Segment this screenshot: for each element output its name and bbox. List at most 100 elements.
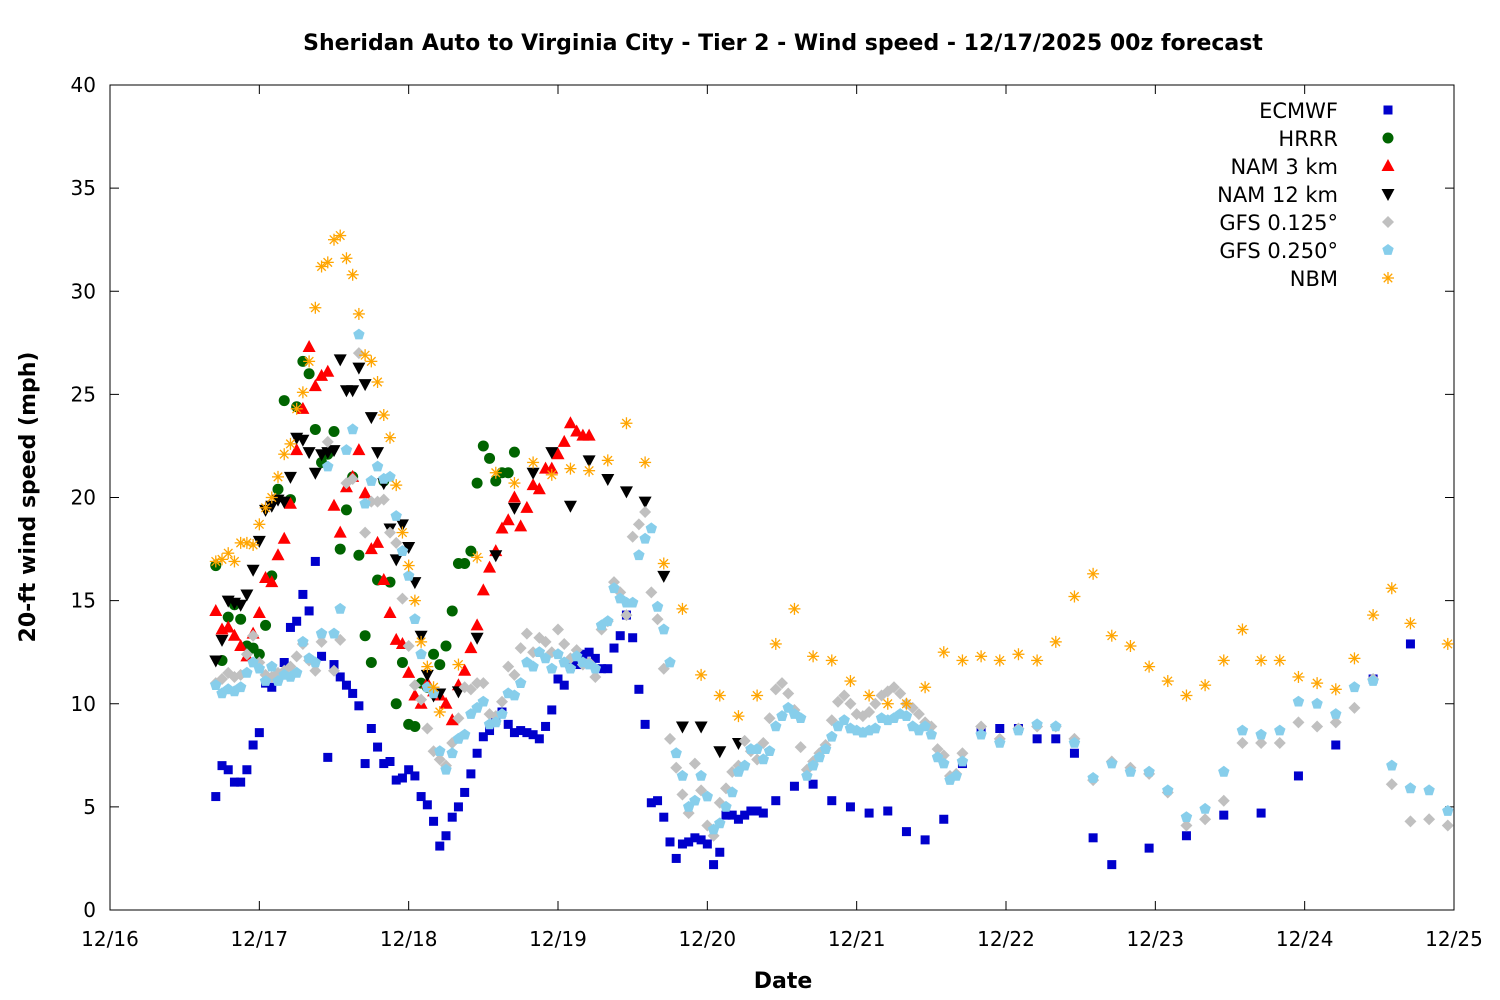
- data-point: [626, 530, 639, 543]
- data-point: [807, 759, 819, 771]
- data-point: [545, 447, 559, 460]
- data-point: [222, 611, 234, 623]
- data-point: [496, 708, 508, 719]
- legend-marker: [1382, 244, 1394, 255]
- asterisk-stroke: [1387, 583, 1397, 593]
- data-point: [415, 648, 427, 660]
- data-point: [477, 440, 489, 452]
- asterisk-stroke: [260, 503, 271, 513]
- data-point: [726, 786, 738, 798]
- asterisk-stroke: [677, 604, 688, 614]
- data-point: [328, 664, 340, 677]
- data-point: [329, 660, 339, 670]
- data-point: [740, 810, 750, 820]
- data-point: [713, 746, 727, 759]
- data-point: [620, 609, 633, 622]
- data-point: [819, 743, 832, 754]
- data-point: [539, 635, 552, 648]
- legend-marker: [1382, 216, 1394, 228]
- data-point: [938, 757, 950, 769]
- data-point: [464, 641, 478, 654]
- asterisk-stroke: [1107, 630, 1117, 641]
- data-point: [664, 732, 676, 745]
- data-point: [396, 526, 409, 539]
- data-point: [677, 839, 687, 849]
- asterisk-stroke: [1069, 591, 1080, 602]
- data-point: [309, 423, 321, 435]
- x-tick-label: 12/19: [529, 927, 587, 951]
- asterisk-stroke: [341, 253, 352, 263]
- legend-marker: [1382, 272, 1394, 284]
- data-point: [346, 472, 359, 485]
- data-point: [271, 548, 285, 561]
- data-point: [547, 705, 557, 715]
- data-point: [1311, 720, 1324, 733]
- data-point: [435, 841, 445, 851]
- data-point: [259, 501, 272, 514]
- data-point: [832, 695, 844, 708]
- data-point: [240, 648, 253, 661]
- legend-marker: [1383, 105, 1393, 115]
- data-point: [571, 650, 583, 662]
- data-point: [365, 657, 377, 668]
- data-point: [384, 526, 396, 539]
- data-point: [348, 688, 358, 698]
- data-point: [396, 592, 409, 605]
- data-point: [285, 622, 295, 632]
- data-point: [439, 696, 453, 709]
- data-point: [1107, 860, 1117, 870]
- data-point: [235, 681, 247, 693]
- data-point: [975, 720, 988, 733]
- asterisk-stroke: [1200, 680, 1210, 690]
- data-point: [1255, 736, 1268, 749]
- data-point: [1292, 670, 1305, 683]
- data-point: [252, 535, 266, 548]
- data-point: [1199, 679, 1212, 692]
- asterisk-stroke: [1405, 618, 1416, 629]
- data-point: [1441, 819, 1454, 832]
- data-point: [869, 697, 882, 710]
- data-point: [863, 706, 876, 718]
- series-gfs-0-250-: [210, 328, 1454, 835]
- x-tick-label: 12/25: [1425, 927, 1483, 951]
- data-point: [353, 328, 365, 340]
- data-point: [321, 435, 334, 448]
- data-point: [763, 712, 776, 725]
- data-point: [826, 730, 838, 742]
- data-point: [1143, 660, 1156, 673]
- data-point: [296, 401, 310, 414]
- data-point: [975, 728, 987, 740]
- data-point: [217, 761, 227, 771]
- data-point: [296, 434, 310, 447]
- asterisk-stroke: [1443, 639, 1453, 649]
- data-point: [601, 454, 614, 467]
- data-point: [371, 447, 385, 460]
- data-point: [360, 759, 370, 769]
- data-point: [315, 635, 328, 648]
- data-point: [732, 710, 745, 723]
- asterisk-stroke: [1144, 661, 1154, 672]
- data-point: [490, 716, 502, 728]
- data-point: [317, 651, 327, 661]
- data-point: [526, 467, 540, 480]
- data-point: [715, 847, 725, 857]
- data-point: [844, 675, 857, 688]
- data-point: [638, 496, 652, 509]
- data-point: [671, 853, 681, 863]
- data-point: [440, 763, 452, 775]
- data-point: [527, 456, 540, 469]
- data-point: [782, 701, 794, 713]
- data-point: [676, 769, 689, 781]
- data-point: [1088, 833, 1098, 843]
- data-point: [993, 654, 1006, 667]
- asterisk-stroke: [528, 457, 538, 468]
- data-point: [267, 682, 277, 692]
- data-point: [1068, 736, 1081, 748]
- data-point: [864, 808, 874, 818]
- asterisk-stroke: [329, 234, 339, 245]
- asterisk-stroke: [410, 595, 420, 606]
- data-point: [253, 662, 265, 674]
- data-point: [247, 629, 260, 642]
- data-point: [321, 256, 334, 269]
